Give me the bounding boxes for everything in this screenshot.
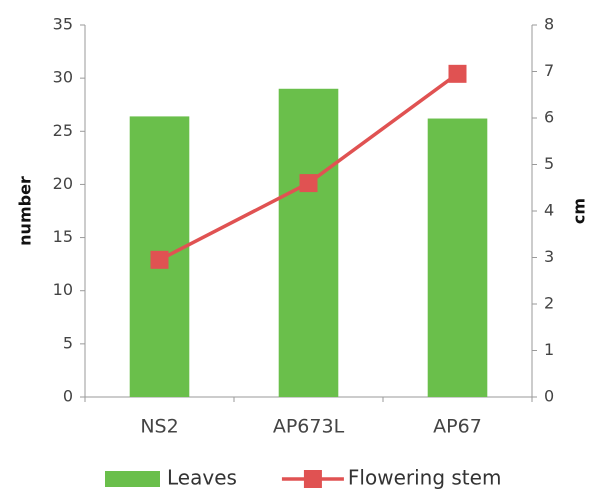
y-tick-label: 10	[53, 280, 73, 299]
y-tick-label: 30	[53, 68, 73, 87]
y-tick-label: 25	[53, 121, 73, 140]
bar	[427, 118, 488, 397]
y2-tick-label: 7	[544, 61, 554, 80]
y2-tick-label: 3	[544, 247, 554, 266]
y2-axis-label: cm	[570, 198, 589, 224]
line-marker	[448, 64, 467, 83]
y2-tick-label: 0	[544, 387, 554, 406]
line-marker	[299, 174, 318, 193]
y2-tick-label: 2	[544, 294, 554, 313]
y2-tick-label: 4	[544, 201, 554, 220]
x-tick-label: AP67	[433, 416, 482, 438]
y2-tick-label: 6	[544, 108, 554, 127]
x-tick-label: NS2	[140, 416, 178, 438]
y-tick-label: 0	[63, 387, 73, 406]
y-tick-label: 35	[53, 15, 73, 34]
y2-tick-label: 8	[544, 15, 554, 34]
y2-tick-label: 1	[544, 340, 554, 359]
y-tick-label: 5	[63, 333, 73, 352]
legend-swatch	[105, 471, 160, 487]
bar	[278, 88, 339, 398]
y-tick-label: 20	[53, 174, 73, 193]
y-tick-label: 15	[53, 227, 73, 246]
legend-label: Leaves	[167, 466, 237, 490]
legend-label: Flowering stem	[348, 466, 502, 490]
x-tick-label: AP673L	[273, 416, 345, 438]
y-axis-label: number	[16, 176, 35, 246]
legend-swatch	[303, 470, 322, 488]
line-marker	[150, 250, 169, 269]
y2-tick-label: 5	[544, 154, 554, 173]
